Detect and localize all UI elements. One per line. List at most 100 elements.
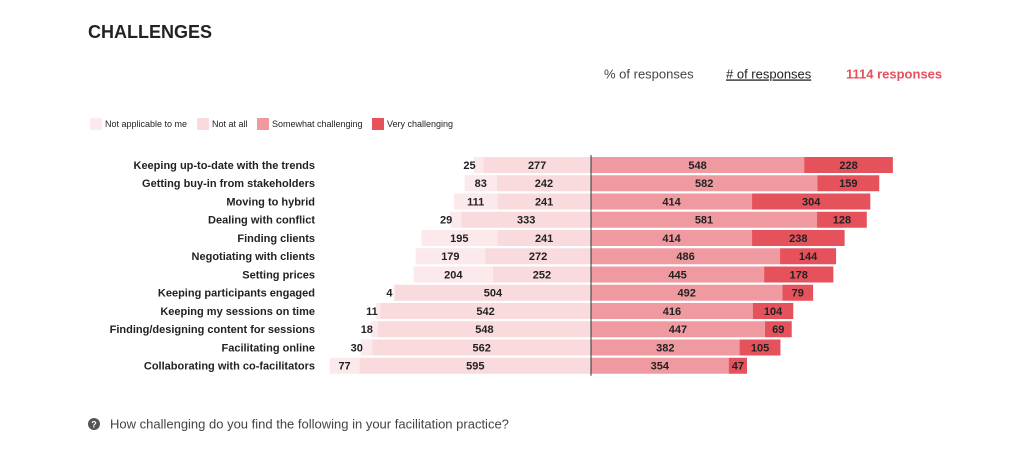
bar-segment xyxy=(591,175,818,192)
value-label: 304 xyxy=(802,196,821,208)
legend-label: Not at all xyxy=(212,119,248,129)
value-label: 354 xyxy=(651,361,670,373)
help-icon xyxy=(88,418,100,430)
value-label: 562 xyxy=(473,342,491,354)
toggle-percent[interactable]: % of responses xyxy=(604,66,694,81)
bar-segment xyxy=(591,284,783,301)
category-label: Dealing with conflict xyxy=(208,215,315,227)
bar-segment xyxy=(591,266,765,283)
bar-segment xyxy=(782,284,814,301)
bar-segment xyxy=(464,175,497,192)
value-label: 252 xyxy=(533,269,551,281)
bar-segment xyxy=(728,357,747,374)
bar-segment xyxy=(415,248,486,265)
value-label: 4 xyxy=(386,288,393,300)
bar-segment xyxy=(752,303,794,319)
bar-segment xyxy=(752,193,871,210)
bar-segment xyxy=(359,357,591,374)
bar-segment xyxy=(817,211,867,228)
category-label: Keeping participants engaged xyxy=(158,288,315,300)
category-label: Finding/designing content for sessions xyxy=(110,324,315,336)
bar-segment xyxy=(360,339,373,356)
bar-segment xyxy=(591,357,729,374)
chart-title: CHALLENGES xyxy=(88,22,212,42)
value-label: 548 xyxy=(475,324,493,336)
bar-segment xyxy=(780,248,837,265)
bar-segment xyxy=(377,321,591,338)
value-label: 25 xyxy=(463,160,475,172)
value-label: 128 xyxy=(833,215,851,227)
value-label: 582 xyxy=(695,178,713,190)
value-label: 195 xyxy=(450,233,468,245)
bar-segment xyxy=(591,303,753,319)
legend-swatch xyxy=(197,118,209,130)
value-label: 105 xyxy=(751,342,769,354)
value-label: 30 xyxy=(351,342,363,354)
category-label: Setting prices xyxy=(242,269,315,281)
toggle-count[interactable]: # of responses xyxy=(726,66,812,81)
category-label: Facilitating online xyxy=(221,342,315,354)
bar-segment xyxy=(413,266,493,283)
legend-swatch xyxy=(257,118,269,130)
category-label: Moving to hybrid xyxy=(226,196,315,208)
bar-segment xyxy=(739,339,781,356)
value-label: 447 xyxy=(669,324,687,336)
bar-segment xyxy=(591,193,753,210)
value-label: 414 xyxy=(662,196,681,208)
category-label: Collaborating with co-facilitators xyxy=(144,361,315,373)
value-label: 504 xyxy=(484,288,503,300)
value-label: 144 xyxy=(799,251,818,263)
value-label: 542 xyxy=(476,306,494,318)
value-label: 242 xyxy=(535,178,553,190)
category-label: Keeping up-to-date with the trends xyxy=(134,160,316,172)
value-label: 333 xyxy=(517,215,535,227)
bar-segment xyxy=(591,321,765,338)
bar-segment xyxy=(393,284,395,301)
bar-segment xyxy=(473,157,484,173)
bar-segment xyxy=(483,157,591,173)
legend-label: Somewhat challenging xyxy=(272,119,363,129)
value-label: 29 xyxy=(440,215,452,227)
bar-segment xyxy=(817,175,880,192)
category-label: Keeping my sessions on time xyxy=(160,306,315,318)
value-label: 486 xyxy=(676,251,694,263)
value-label: 241 xyxy=(535,196,553,208)
bar-segment xyxy=(394,284,591,301)
bar-segment xyxy=(497,230,591,246)
value-label: 228 xyxy=(839,160,857,172)
bar-segment xyxy=(461,211,591,228)
value-label: 445 xyxy=(668,269,686,281)
value-label: 492 xyxy=(678,288,696,300)
bar-segment xyxy=(752,230,845,246)
bar-segment xyxy=(329,357,360,374)
category-label: Getting buy-in from stakeholders xyxy=(142,178,315,190)
value-label: 414 xyxy=(662,233,681,245)
value-label: 382 xyxy=(656,342,674,354)
legend-swatch xyxy=(90,118,102,130)
value-label: 159 xyxy=(839,178,857,190)
value-label: 104 xyxy=(764,306,783,318)
bar-segment xyxy=(496,175,591,192)
value-label: 111 xyxy=(467,196,484,208)
bar-segment xyxy=(370,321,378,338)
bar-segment xyxy=(380,303,591,319)
bar-segment xyxy=(485,248,591,265)
value-label: 241 xyxy=(535,233,553,245)
value-label: 272 xyxy=(529,251,547,263)
bar-segment xyxy=(497,193,591,210)
value-label: 11 xyxy=(366,306,378,318)
legend-label: Not applicable to me xyxy=(105,119,187,129)
bar-segment xyxy=(804,157,893,173)
value-label: 69 xyxy=(772,324,784,336)
value-label: 204 xyxy=(444,269,463,281)
question: How challenging do you find the followin… xyxy=(110,416,509,431)
value-label: 47 xyxy=(732,361,744,373)
value-label: 595 xyxy=(466,361,484,373)
legend-swatch xyxy=(372,118,384,130)
bar-segment xyxy=(454,193,498,210)
value-label: 416 xyxy=(663,306,681,318)
bar-segment xyxy=(372,339,591,356)
bar-segment xyxy=(421,230,498,246)
value-label: 179 xyxy=(441,251,459,263)
